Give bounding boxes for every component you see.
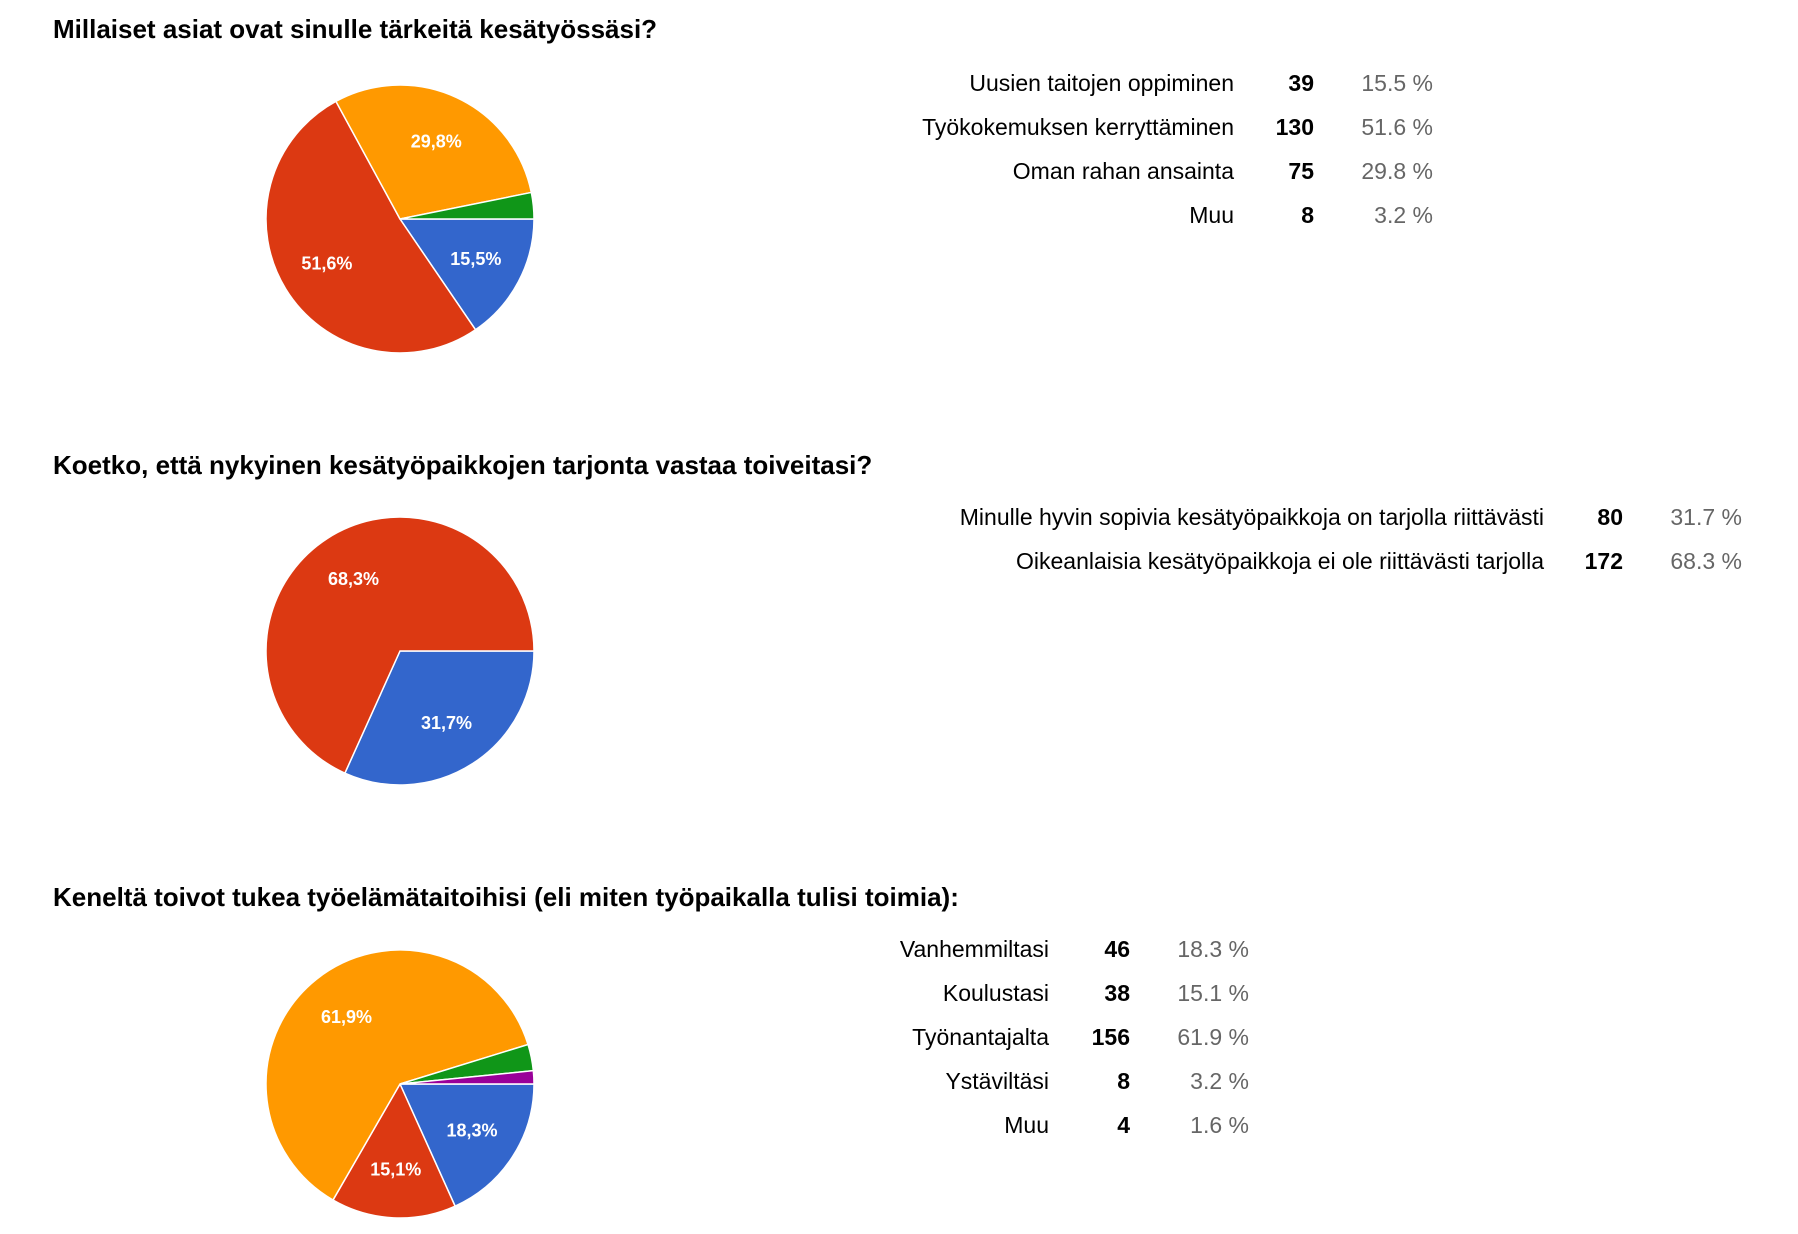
pie-slice[interactable] bbox=[265, 516, 535, 775]
slice-label: 68,3% bbox=[328, 569, 379, 589]
slice-label: 15,1% bbox=[370, 1160, 421, 1180]
legend-percent: 51.6 % bbox=[1361, 114, 1433, 140]
legend-percent: 1.6 % bbox=[1190, 1112, 1249, 1138]
legend-label: Koulustasi bbox=[942, 980, 1049, 1006]
legend-count: 46 bbox=[1104, 936, 1130, 962]
legend-label: Työkokemuksen kerryttäminen bbox=[922, 114, 1234, 140]
pie-slice[interactable] bbox=[334, 84, 533, 220]
slice-label: 61,9% bbox=[321, 1007, 372, 1027]
pie-chart: 31,7% 68,3% bbox=[265, 516, 535, 786]
slice-label: 31,7% bbox=[421, 713, 472, 733]
legend-label: Oman rahan ansainta bbox=[1012, 158, 1234, 184]
legend-label: Minulle hyvin sopivia kesätyöpaikkoja on… bbox=[959, 504, 1544, 530]
pie-slice[interactable] bbox=[399, 191, 535, 220]
pie-slice[interactable] bbox=[331, 1082, 457, 1219]
legend-label: Muu bbox=[1004, 1112, 1049, 1138]
pie-slice[interactable] bbox=[399, 1069, 535, 1085]
chart-title: Koetko, että nykyinen kesätyöpaikkojen t… bbox=[53, 450, 873, 480]
legend-percent: 15.1 % bbox=[1177, 980, 1249, 1006]
pie-slice[interactable] bbox=[398, 218, 535, 331]
legend-count: 130 bbox=[1275, 114, 1314, 140]
legend-percent: 15.5 % bbox=[1361, 70, 1433, 96]
legend-label: Työnantajalta bbox=[912, 1024, 1049, 1050]
legend-percent: 68.3 % bbox=[1670, 548, 1742, 574]
legend-count: 80 bbox=[1597, 504, 1623, 530]
legend-percent: 3.2 % bbox=[1190, 1068, 1249, 1094]
legend-label: Muu bbox=[1189, 202, 1234, 228]
legend-percent: 61.9 % bbox=[1177, 1024, 1249, 1050]
slice-label: 15,5% bbox=[450, 249, 501, 269]
legend-count: 8 bbox=[1117, 1068, 1130, 1094]
slice-label: 51,6% bbox=[301, 254, 352, 274]
legend-count: 8 bbox=[1301, 202, 1314, 228]
pie-slice[interactable] bbox=[265, 100, 477, 354]
legend-percent: 3.2 % bbox=[1374, 202, 1433, 228]
legend-count: 39 bbox=[1288, 70, 1314, 96]
legend-percent: 18.3 % bbox=[1177, 936, 1249, 962]
legend-percent: 29.8 % bbox=[1361, 158, 1433, 184]
legend-count: 4 bbox=[1117, 1112, 1130, 1138]
legend-count: 156 bbox=[1091, 1024, 1130, 1050]
legend-percent: 31.7 % bbox=[1670, 504, 1742, 530]
pie-slice[interactable] bbox=[398, 1083, 535, 1208]
pie-slice[interactable] bbox=[343, 650, 535, 786]
slice-label: 29,8% bbox=[411, 131, 462, 151]
chart-title: Millaiset asiat ovat sinulle tärkeitä ke… bbox=[53, 14, 658, 44]
pie-slice[interactable] bbox=[265, 949, 529, 1202]
legend-count: 38 bbox=[1104, 980, 1130, 1006]
legend-label: Uusien taitojen oppiminen bbox=[969, 70, 1234, 96]
pie-chart: 15,5% 51,6% 29,8% bbox=[265, 84, 535, 354]
legend-count: 75 bbox=[1288, 158, 1314, 184]
legend-label: Vanhemmiltasi bbox=[899, 936, 1049, 962]
legend-count: 172 bbox=[1584, 548, 1623, 574]
pie-chart: 18,3% 15,1% 61,9% bbox=[265, 949, 535, 1219]
slice-label: 18,3% bbox=[447, 1121, 498, 1141]
legend-label: Ystäviltäsi bbox=[945, 1068, 1049, 1094]
legend-label: Oikeanlaisia kesätyöpaikkoja ei ole riit… bbox=[1016, 548, 1544, 574]
chart-title: Keneltä toivot tukea työelämätaitoihisi … bbox=[53, 882, 959, 912]
